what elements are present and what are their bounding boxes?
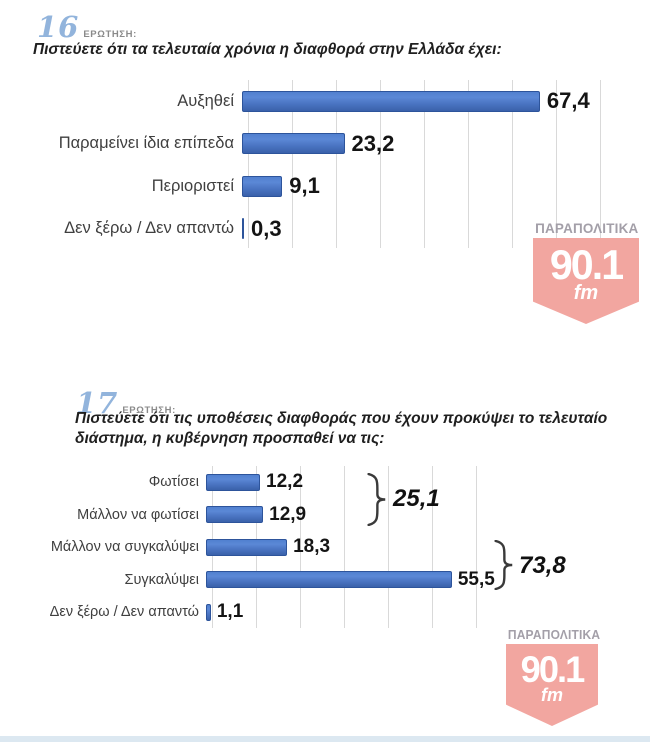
- bar: [242, 218, 244, 240]
- value-label: 0,3: [251, 215, 282, 241]
- frequency-text: 90.1: [549, 241, 624, 288]
- value-label: 67,4: [546, 88, 590, 114]
- fm-text: fm: [541, 685, 563, 705]
- question-16-header: 16 ΕΡΩΤΗΣΗ:: [37, 10, 137, 44]
- group-total-sygkalypsei: 73,8: [519, 552, 566, 579]
- brace-group-fotisei: [366, 473, 387, 526]
- category-label: Περιοριστεί: [151, 176, 234, 195]
- chart-row: Συγκαλύψει 55,5: [0, 564, 650, 597]
- value-label: 55,5: [457, 568, 495, 590]
- category-label: Μάλλον να φωτίσει: [77, 506, 199, 523]
- value-label: 18,3: [293, 536, 331, 558]
- question-17-number: 17: [76, 386, 119, 420]
- bar: [242, 175, 283, 197]
- bar-chart-q16: Αυξηθεί 67,4 Παραμείνει ίδια επίπεδα 23,2 Πε…: [0, 80, 650, 250]
- category-label: Συγκαλύψει: [124, 571, 199, 588]
- value-label: 1,1: [216, 601, 244, 623]
- chart-row: Μάλλον να φωτίσει 12,9: [0, 499, 650, 532]
- question-17-text: Πιστεύετε ότι τις υποθέσεις διαφθοράς πο…: [75, 410, 608, 448]
- radio-badge: 90.1 fm: [533, 238, 639, 324]
- chart-row: Παραμείνει ίδια επίπεδα 23,2: [0, 123, 650, 166]
- chart-row: Φωτίσει 12,2: [0, 466, 650, 499]
- value-label: 12,9: [269, 503, 307, 525]
- bottom-strip: [0, 736, 650, 742]
- bar-chart-q17: Φωτίσει 12,2 Μάλλον να φωτίσει 12,9 Μάλλον ν…: [0, 466, 650, 629]
- value-label: 12,2: [266, 471, 304, 493]
- chart-row: Περιοριστεί 9,1: [0, 165, 650, 208]
- bar: [242, 90, 540, 112]
- question-17-label: ΕΡΩΤΗΣΗ:: [122, 405, 176, 416]
- fm-text: fm: [573, 282, 599, 304]
- frequency-text: 90.1: [520, 649, 586, 690]
- parapolitika-logo: ΠΑΡΑΠΟΛΙΤΙΚΑ 90.1 fm: [506, 628, 601, 726]
- value-label: 23,2: [351, 130, 395, 156]
- bar: [206, 571, 452, 589]
- radio-badge: 90.1 fm: [506, 644, 598, 726]
- chart-row: Δεν ξέρω / Δεν απαντώ 0,3: [0, 208, 650, 251]
- category-label: Αυξηθεί: [177, 91, 234, 110]
- brand-text: ΠΑΡΑΠΟΛΙΤΙΚΑ: [507, 628, 601, 642]
- brace-group-sygkalypsei: [493, 540, 514, 590]
- bar: [242, 133, 345, 155]
- question-16-number: 16: [37, 10, 80, 44]
- chart-row: Δεν ξέρω / Δεν απαντώ 1,1: [0, 596, 650, 629]
- brand-text: ΠΑΡΑΠΟΛΙΤΙΚΑ: [535, 220, 639, 236]
- category-label: Δεν ξέρω / Δεν απαντώ: [49, 604, 199, 621]
- chart-row: Μάλλον να συγκαλύψει 18,3: [0, 531, 650, 564]
- chart-row: Αυξηθεί 67,4: [0, 80, 650, 123]
- question-16-text: Πιστεύετε ότι τα τελευταία χρόνια η διαφ…: [33, 41, 502, 58]
- category-label: Παραμείνει ίδια επίπεδα: [58, 134, 234, 153]
- category-label: Δεν ξέρω / Δεν απαντώ: [64, 219, 234, 238]
- bar: [206, 603, 211, 621]
- bar: [206, 538, 288, 556]
- category-label: Φωτίσει: [148, 474, 199, 491]
- group-total-fotisei: 25,1: [393, 485, 440, 512]
- question-16-label: ΕΡΩΤΗΣΗ:: [83, 29, 137, 40]
- category-label: Μάλλον να συγκαλύψει: [50, 539, 199, 556]
- bar: [206, 506, 264, 524]
- question-17-header: 17 ΕΡΩΤΗΣΗ:: [76, 386, 176, 420]
- bar: [206, 473, 261, 491]
- value-label: 9,1: [289, 173, 320, 199]
- parapolitika-logo: ΠΑΡΑΠΟΛΙΤΙΚΑ 90.1 fm: [533, 220, 639, 324]
